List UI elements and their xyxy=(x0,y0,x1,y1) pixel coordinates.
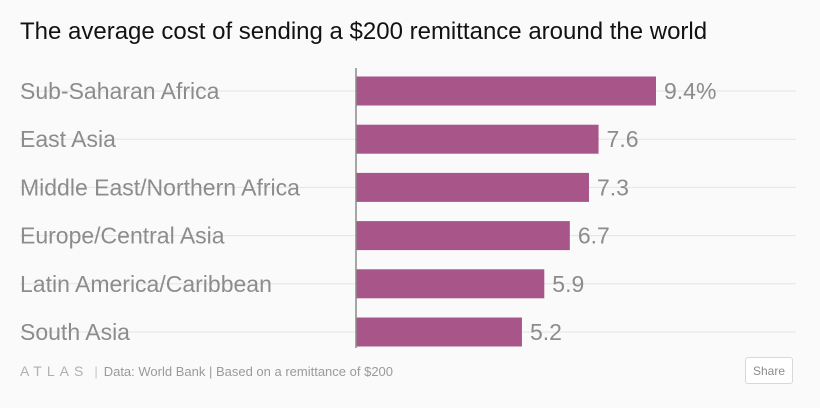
share-button[interactable]: Share xyxy=(745,357,793,384)
category-label: Sub-Saharan Africa xyxy=(20,78,220,104)
value-label: 5.9 xyxy=(552,271,584,297)
value-label: 6.7 xyxy=(578,223,610,249)
bar xyxy=(356,172,589,202)
bar xyxy=(356,221,570,251)
atlas-logo[interactable]: ATLAS xyxy=(20,363,89,379)
footer-separator: | xyxy=(94,363,98,379)
bar xyxy=(356,124,599,154)
category-labels: Sub-Saharan Africa East Asia Middle East/N… xyxy=(20,78,300,345)
category-label: South Asia xyxy=(20,319,130,345)
category-label: East Asia xyxy=(20,126,116,152)
value-label: 7.6 xyxy=(607,126,639,152)
chart-title: The average cost of sending a $200 remit… xyxy=(20,18,708,45)
value-labels: 9.4% 7.6 7.3 6.7 5.9 5.2 xyxy=(530,78,716,345)
bar xyxy=(356,317,522,347)
category-label: Middle East/Northern Africa xyxy=(20,174,300,200)
source-note: Data: World Bank | Based on a remittance… xyxy=(103,363,394,379)
bar xyxy=(356,76,656,106)
value-label: 9.4% xyxy=(664,78,716,104)
bars xyxy=(356,76,656,347)
category-label: Latin America/Caribbean xyxy=(20,271,272,297)
value-label: 5.2 xyxy=(530,319,562,345)
chart-footer: ATLAS | Data: World Bank | Based on a re… xyxy=(20,363,393,379)
value-label: 7.3 xyxy=(597,174,629,200)
bar xyxy=(356,269,545,299)
category-label: Europe/Central Asia xyxy=(20,223,225,249)
